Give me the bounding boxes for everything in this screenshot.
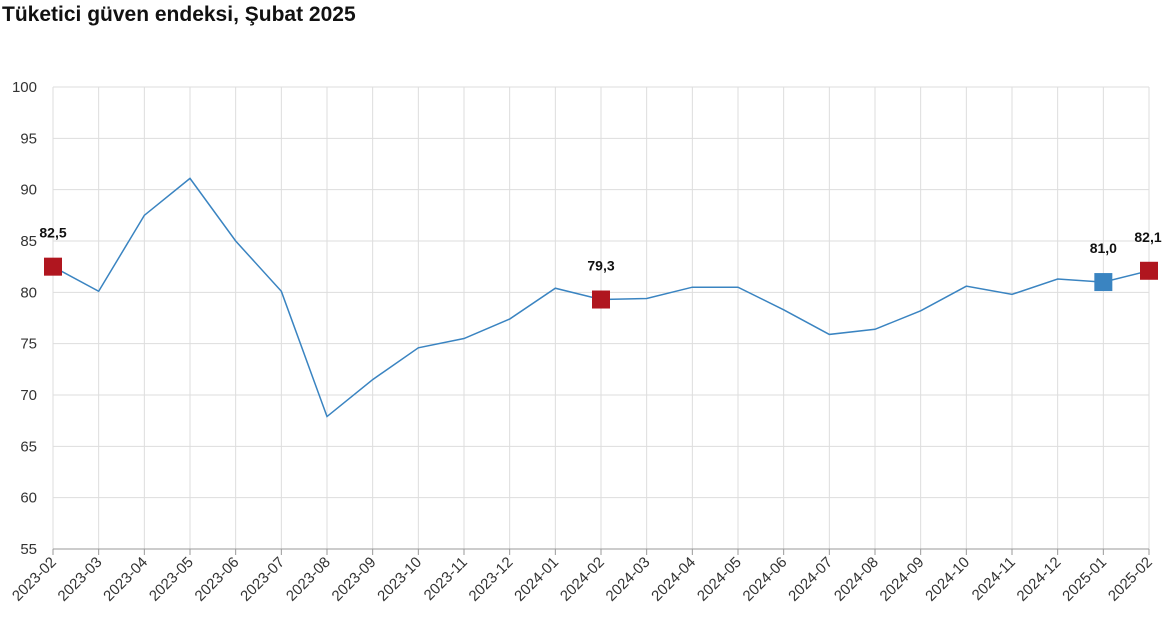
marker xyxy=(1140,261,1158,280)
x-tick-label: 2024-07 xyxy=(785,554,836,605)
x-tick-label: 2023-02 xyxy=(9,554,60,605)
x-tick-label: 2023-04 xyxy=(100,554,151,605)
x-tick-label: 2024-06 xyxy=(740,554,791,605)
x-tick-label: 2024-05 xyxy=(694,554,745,605)
x-tick-label: 2025-02 xyxy=(1105,554,1156,605)
y-tick-label: 65 xyxy=(20,438,37,455)
y-tick-label: 85 xyxy=(20,233,37,250)
marker xyxy=(44,257,62,276)
x-tick-label: 2024-12 xyxy=(1014,554,1065,605)
x-tick-label: 2023-08 xyxy=(283,554,334,605)
x-tick-label: 2024-09 xyxy=(877,554,928,605)
chart-title: Tüketici güven endeksi, Şubat 2025 xyxy=(2,3,356,26)
y-tick-label: 80 xyxy=(20,284,37,301)
value-label: 81,0 xyxy=(1090,240,1117,256)
x-tick-label: 2023-06 xyxy=(192,554,243,605)
marker xyxy=(1094,273,1113,292)
x-tick-label: 2023-11 xyxy=(421,554,471,604)
y-tick-label: 70 xyxy=(20,387,37,404)
marker xyxy=(592,290,610,309)
value-label: 82,1 xyxy=(1134,229,1161,245)
y-tick-label: 100 xyxy=(12,79,37,96)
x-tick-label: 2024-11 xyxy=(969,554,1019,604)
x-tick-label: 2024-02 xyxy=(557,554,608,605)
x-tick-label: 2025-01 xyxy=(1059,554,1110,605)
x-tick-label: 2023-10 xyxy=(374,554,425,605)
x-tick-label: 2023-05 xyxy=(146,554,197,605)
value-label: 79,3 xyxy=(587,258,614,274)
x-tick-label: 2023-12 xyxy=(466,554,517,605)
y-tick-label: 60 xyxy=(20,490,37,507)
x-tick-label: 2023-07 xyxy=(237,554,288,605)
x-tick-label: 2024-10 xyxy=(922,554,973,605)
x-tick-label: 2024-03 xyxy=(603,554,654,605)
x-tick-label: 2024-08 xyxy=(831,554,882,605)
y-tick-label: 95 xyxy=(20,130,37,147)
value-label: 82,5 xyxy=(39,225,66,241)
y-tick-label: 55 xyxy=(20,541,37,558)
x-tick-label: 2024-01 xyxy=(511,554,562,605)
y-tick-label: 75 xyxy=(20,336,37,353)
y-tick-label: 90 xyxy=(20,182,37,199)
x-tick-label: 2023-09 xyxy=(329,554,380,605)
x-tick-label: 2023-03 xyxy=(55,554,106,605)
x-tick-label: 2024-04 xyxy=(648,554,699,605)
